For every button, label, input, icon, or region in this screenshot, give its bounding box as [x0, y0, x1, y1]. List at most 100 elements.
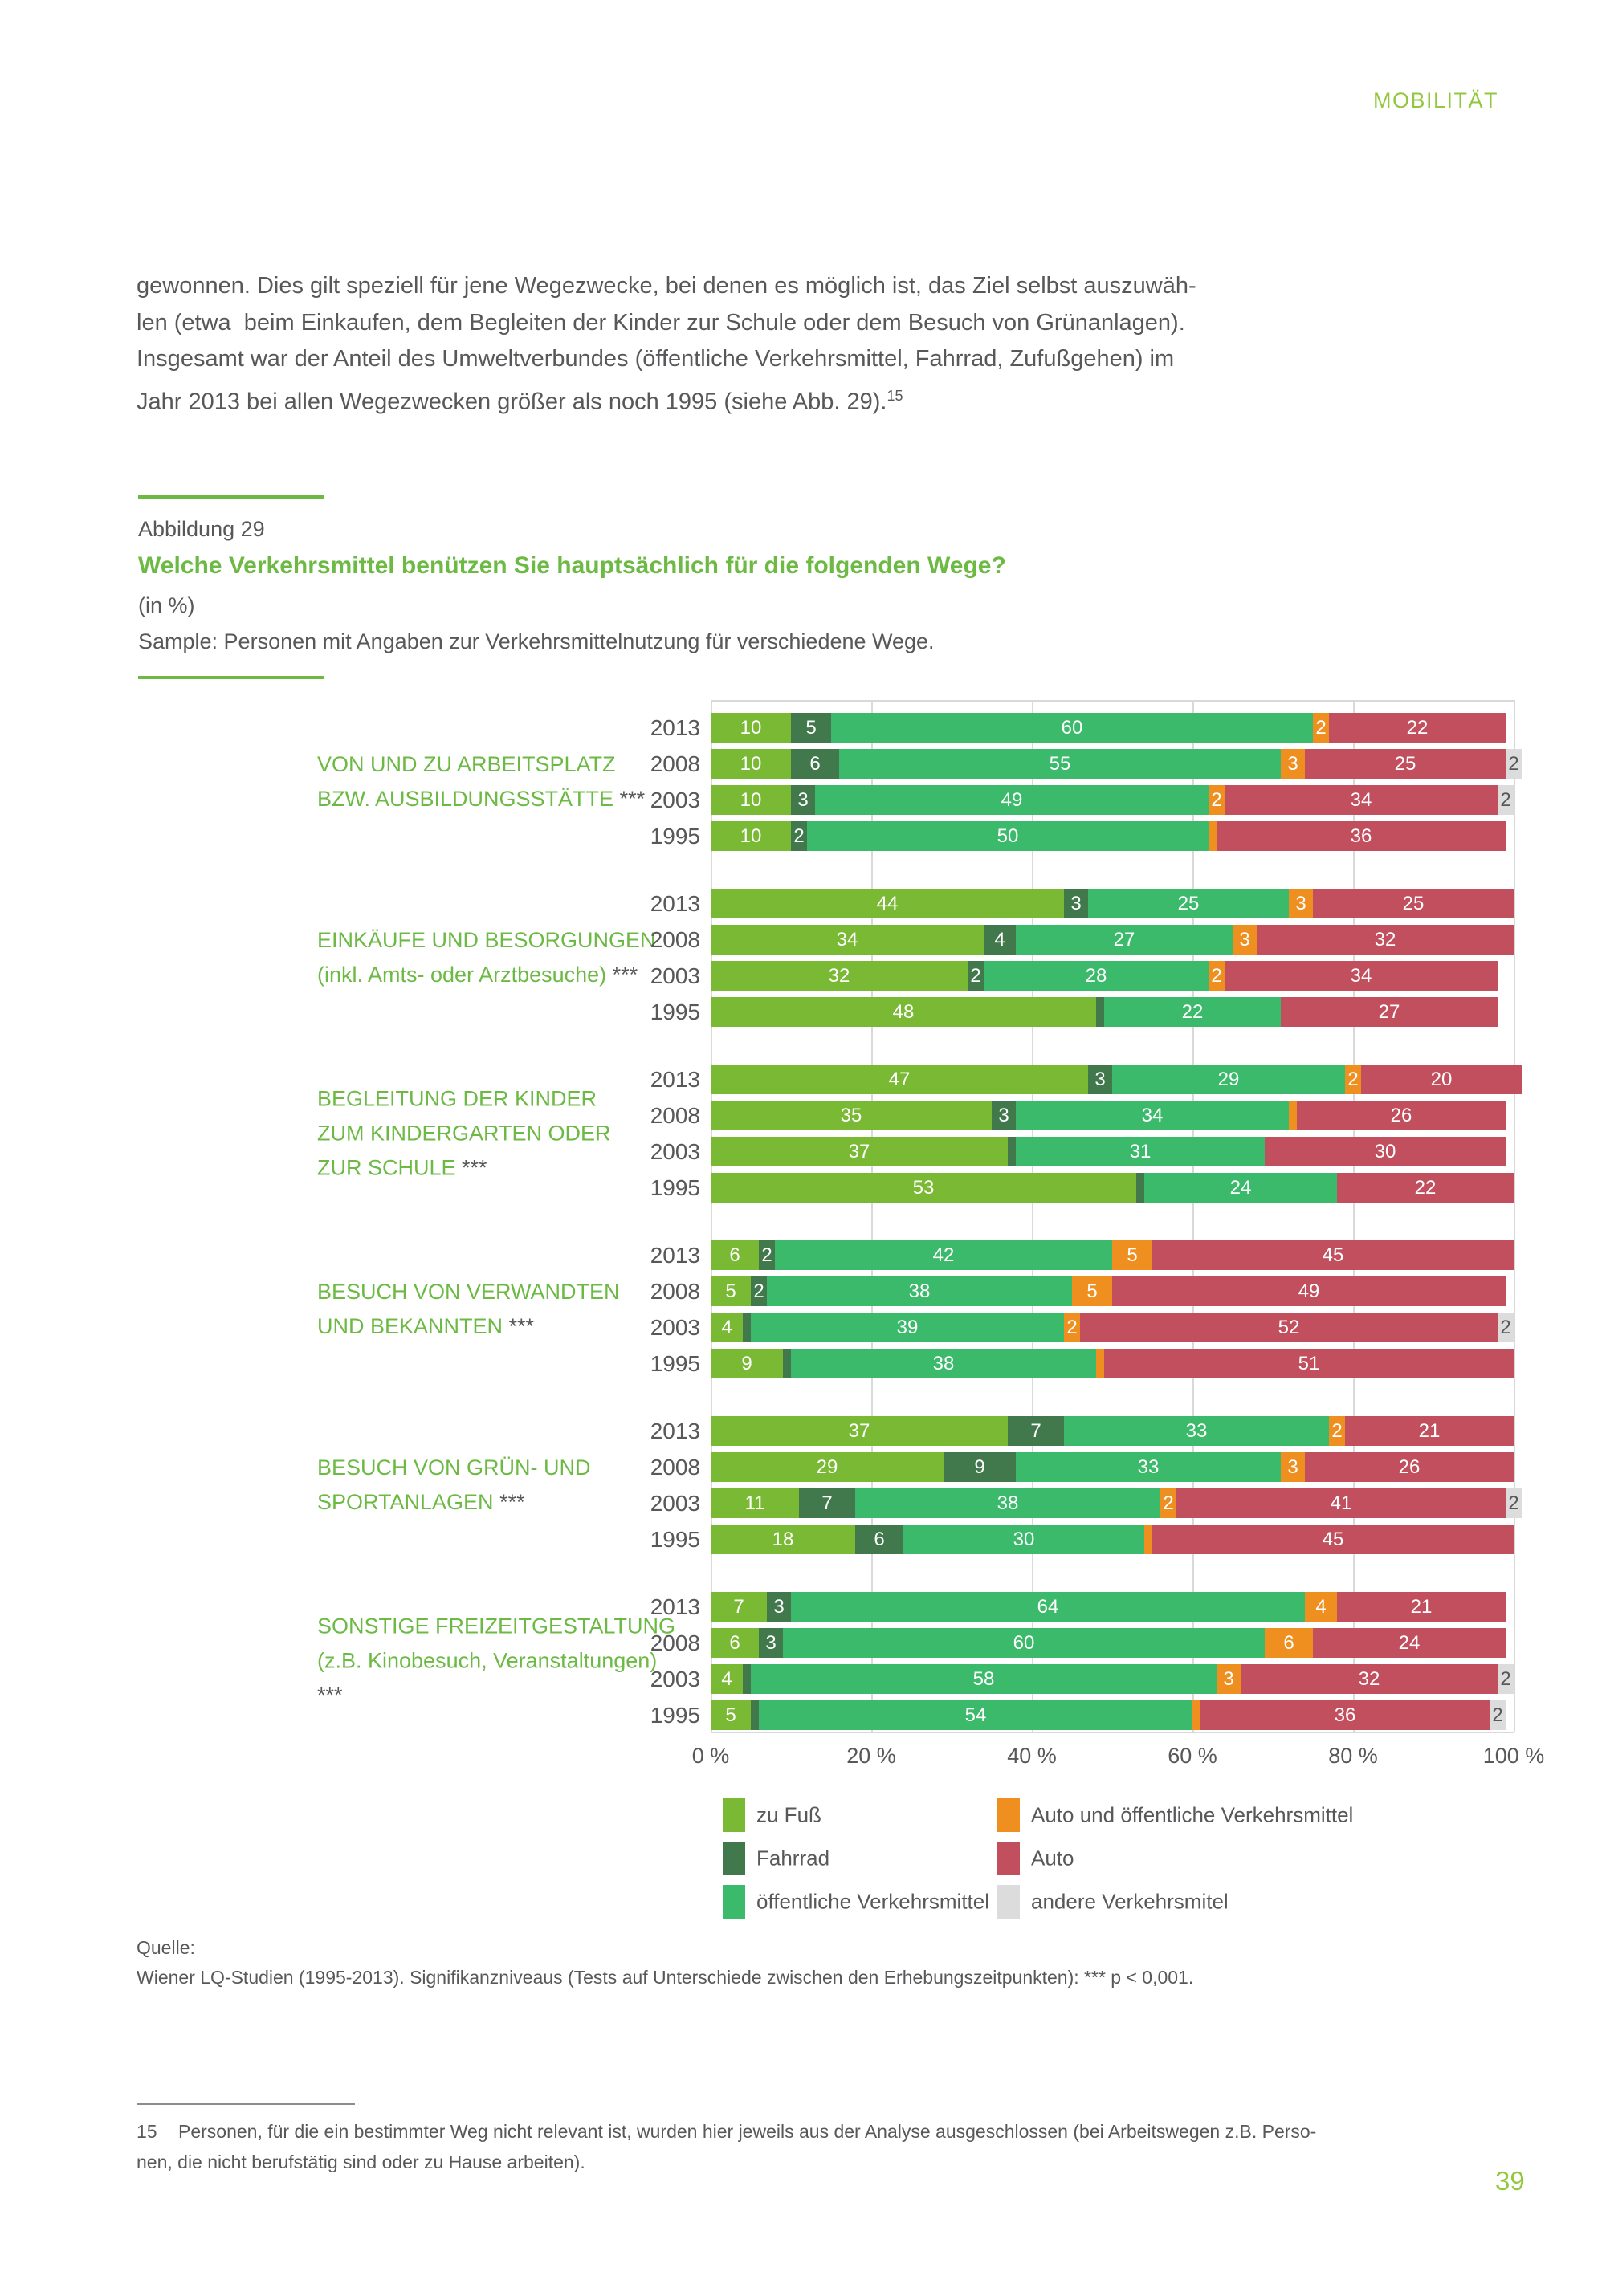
bar-row: 11 7 38 2 41 2: [711, 1488, 1522, 1518]
bar-value-label: 3: [797, 788, 809, 811]
year-label: 2013: [650, 1594, 700, 1619]
bar-segment-fuss: 44: [711, 889, 1064, 918]
category-label-text: ZUR SCHULE: [317, 1155, 463, 1180]
year-label: 2008: [650, 1630, 700, 1655]
bar-segment-rad: [1008, 1137, 1016, 1166]
bar-segment-oeffi: 64: [791, 1592, 1305, 1622]
category-label: VON UND ZU ARBEITSPLATZ BZW. AUSBILDUNGSS…: [317, 752, 646, 811]
bar-value-label: 10: [740, 788, 762, 811]
bar-segment-fuss: 6: [711, 1240, 759, 1270]
bar-segment-fuss: 35: [711, 1101, 992, 1130]
bar-value-label: 2: [1347, 1068, 1359, 1090]
bar-segment-fuss: 48: [711, 997, 1096, 1027]
bar-value-label: 41: [1330, 1492, 1352, 1514]
category-label-text: SPORTANLAGEN: [317, 1490, 500, 1514]
figure-rule-top: [138, 495, 324, 499]
bar-segment-oeffi: 38: [767, 1276, 1072, 1306]
bar-value-label: 30: [1013, 1528, 1035, 1550]
legend-swatch-auto_oeffi: [997, 1798, 1020, 1832]
footnote-number: 15: [137, 2121, 157, 2142]
bar-value-label: 34: [836, 928, 858, 951]
bar-value-label: 37: [848, 1419, 870, 1442]
bar-segment-auto: 52: [1080, 1313, 1498, 1342]
bar-segment-auto: 24: [1313, 1628, 1506, 1658]
bar-segment-oeffi: 22: [1104, 997, 1281, 1027]
bar-segment-rad: 3: [1064, 889, 1088, 918]
bar-value-label: 3: [998, 1104, 1009, 1126]
bar-segment-auto: 30: [1265, 1137, 1506, 1166]
bar-segment-fuss: 10: [711, 821, 791, 851]
bar-segment-auto_oeffi: 4: [1305, 1592, 1337, 1622]
x-axis-tick-label: 0 %: [691, 1744, 730, 1768]
bar-segment-auto_oeffi: [1209, 821, 1217, 851]
bar-value-label: 25: [1177, 892, 1200, 914]
bar-value-label: 38: [997, 1492, 1019, 1514]
bar-value-label: 54: [964, 1704, 987, 1726]
bar-value-label: 21: [1410, 1595, 1433, 1618]
bar-value-label: 5: [805, 716, 817, 739]
bar-value-label: 36: [1334, 1704, 1356, 1726]
bar-value-label: 4: [994, 928, 1005, 951]
category-label-text: UND BEKANNTEN: [317, 1314, 509, 1338]
bar-value-label: 60: [1013, 1631, 1035, 1654]
bar-segment-oeffi: 60: [831, 713, 1313, 743]
bar-value-label: 22: [1414, 1176, 1437, 1199]
bar-segment-auto_oeffi: 2: [1313, 713, 1329, 743]
bar-segment-fuss: 10: [711, 749, 791, 779]
bar-segment-auto: 21: [1337, 1592, 1506, 1622]
intro-line: len (etwa beim Einkaufen, dem Begleiten …: [137, 309, 1185, 336]
bar-value-label: 50: [997, 824, 1019, 847]
bar-value-label: 3: [1239, 928, 1250, 951]
bar-row: 10 3 49 2 34 2: [711, 785, 1514, 815]
bar-value-label: 2: [1508, 752, 1519, 775]
significance-stars: ***: [612, 963, 638, 987]
bar-value-label: 34: [1350, 788, 1372, 811]
bar-segment-fuss: 10: [711, 713, 791, 743]
figure-sample: Sample: Personen mit Angaben zur Verkehr…: [138, 629, 935, 653]
bar-value-label: 42: [932, 1244, 955, 1266]
bar-value-label: 24: [1398, 1631, 1421, 1654]
bar-segment-fuss: 6: [711, 1628, 759, 1658]
bar-value-label: 38: [908, 1280, 931, 1302]
bar-value-label: 31: [1129, 1140, 1152, 1162]
bar-value-label: 4: [721, 1667, 732, 1690]
bar-segment-auto: 22: [1337, 1173, 1514, 1203]
bar-segment-andere: 2: [1506, 1488, 1522, 1518]
bar-value-label: 49: [1298, 1280, 1320, 1302]
bar-segment-andere: 2: [1498, 1313, 1514, 1342]
bar-segment-auto_oeffi: 3: [1281, 749, 1305, 779]
plot-bottom-border: [711, 1732, 1514, 1733]
bar-segment-oeffi: 24: [1144, 1173, 1337, 1203]
bar-segment-rad: 6: [791, 749, 839, 779]
bar-segment-rad: 3: [759, 1628, 783, 1658]
bar-segment-fuss: 32: [711, 961, 968, 991]
x-axis-tick-label: 40 %: [1007, 1744, 1057, 1768]
bar-value-label: 29: [816, 1455, 838, 1478]
significance-stars: ***: [499, 1490, 525, 1514]
category-label: BESUCH VON GRÜN- UND SPORTANLAGEN ***: [317, 1455, 591, 1514]
bar-segment-oeffi: 31: [1016, 1137, 1265, 1166]
bar-value-label: 29: [1217, 1068, 1240, 1090]
bar-value-label: 44: [876, 892, 899, 914]
figure-rule-bottom: [138, 676, 324, 679]
gridline: [1514, 700, 1515, 1732]
category-label-text: BZW. AUSBILDUNGSSTÄTTE: [317, 787, 620, 811]
figure-label: Abbildung 29: [138, 517, 265, 541]
bar-row: 4 39 2 52 2: [711, 1313, 1514, 1342]
year-label: 2008: [650, 1279, 700, 1304]
bar-value-label: 2: [970, 964, 981, 987]
bar-value-label: 4: [1315, 1595, 1327, 1618]
bar-row: 37 31 30: [711, 1137, 1514, 1166]
significance-stars: ***: [462, 1155, 487, 1180]
legend-swatch-fuss: [723, 1798, 745, 1832]
bar-segment-fuss: 4: [711, 1664, 743, 1694]
intro-line-text: Jahr 2013 bei allen Wegezwecken größer a…: [137, 389, 887, 415]
bar-row: 9 38 51: [711, 1349, 1514, 1378]
bar-value-label: 3: [765, 1631, 777, 1654]
bar-segment-auto_oeffi: 3: [1289, 889, 1313, 918]
bar-segment-rad: [783, 1349, 791, 1378]
page-number: 39: [1495, 2166, 1525, 2196]
intro-line: Insgesamt war der Anteil des Umweltverbu…: [137, 346, 1175, 372]
bar-value-label: 24: [1229, 1176, 1252, 1199]
bar-segment-auto: 26: [1305, 1452, 1514, 1482]
